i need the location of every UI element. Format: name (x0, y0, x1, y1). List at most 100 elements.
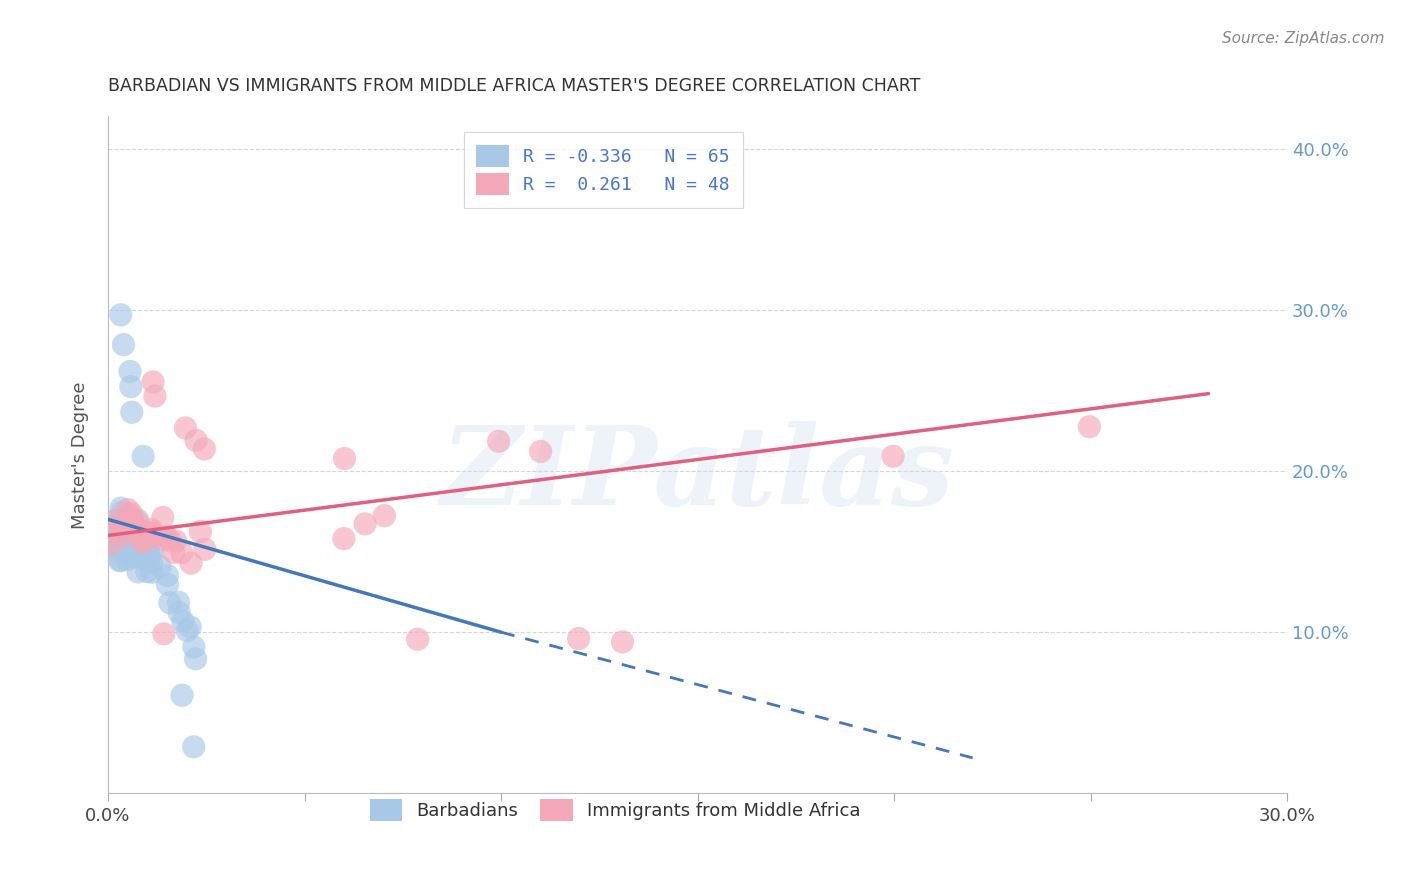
Point (184, 434, 207, 448)
Point (110, 522, 132, 536)
Text: BARBADIAN VS IMMIGRANTS FROM MIDDLE AFRICA MASTER'S DEGREE CORRELATION CHART: BARBADIAN VS IMMIGRANTS FROM MIDDLE AFRI… (108, 78, 921, 95)
Point (112, 337, 135, 351)
Point (112, 522, 135, 536)
Point (129, 538, 152, 552)
Point (122, 537, 145, 551)
Point (127, 515, 149, 529)
Point (135, 542, 157, 557)
Point (127, 513, 149, 527)
Point (135, 534, 157, 549)
Point (124, 528, 146, 542)
Point (141, 555, 163, 569)
Point (172, 615, 194, 629)
Point (98, 538, 121, 552)
Point (167, 595, 190, 609)
Point (121, 517, 143, 532)
Point (138, 550, 160, 565)
Point (121, 550, 143, 565)
Point (152, 510, 174, 524)
Point (139, 548, 162, 562)
Point (406, 632, 429, 647)
Point (141, 544, 163, 558)
Text: Source: ZipAtlas.com: Source: ZipAtlas.com (1222, 31, 1385, 46)
Point (488, 434, 510, 449)
Point (170, 545, 193, 559)
Point (132, 534, 155, 549)
Point (120, 510, 142, 524)
Point (155, 530, 177, 544)
Point (117, 538, 139, 552)
Point (180, 556, 202, 570)
Point (121, 507, 143, 521)
Point (141, 525, 163, 540)
Point (118, 364, 141, 378)
Point (530, 444, 553, 458)
Point (131, 534, 153, 549)
Point (110, 553, 132, 567)
Point (104, 524, 127, 539)
Point (162, 545, 184, 559)
Point (333, 451, 356, 466)
Point (190, 524, 212, 539)
Point (127, 537, 149, 551)
Point (114, 518, 136, 533)
Point (108, 553, 131, 567)
Point (121, 513, 143, 527)
Point (156, 577, 179, 591)
Point (194, 542, 217, 557)
Point (105, 516, 128, 531)
Point (101, 541, 124, 556)
Text: ZIPatlas: ZIPatlas (440, 421, 955, 529)
Point (183, 739, 205, 754)
Point (121, 405, 143, 419)
Point (139, 522, 162, 536)
Point (114, 511, 136, 525)
Point (373, 508, 395, 523)
Point (129, 530, 152, 544)
Point (132, 450, 155, 464)
Point (612, 635, 634, 649)
Point (156, 568, 179, 582)
Point (193, 442, 215, 456)
Point (882, 449, 904, 463)
Point (110, 501, 132, 516)
Point (134, 532, 156, 546)
Point (107, 522, 129, 536)
Point (124, 550, 146, 565)
Point (118, 508, 141, 522)
Point (104, 526, 127, 541)
Point (120, 379, 142, 393)
Point (159, 533, 181, 548)
Point (125, 521, 148, 535)
Point (1078, 419, 1101, 434)
Point (152, 533, 174, 547)
Point (107, 529, 129, 543)
Point (127, 565, 149, 579)
Point (115, 541, 138, 556)
Y-axis label: Master's Degree: Master's Degree (72, 381, 89, 529)
Point (117, 513, 139, 527)
Point (110, 513, 132, 527)
Point (174, 421, 197, 435)
Legend: Barbadians, Immigrants from Middle Africa: Barbadians, Immigrants from Middle Afric… (359, 788, 872, 831)
Point (179, 620, 201, 634)
Point (138, 526, 160, 541)
Point (333, 532, 356, 546)
Point (143, 389, 166, 403)
Point (141, 566, 163, 580)
Point (104, 513, 127, 527)
Point (103, 515, 125, 529)
Point (108, 533, 131, 547)
Point (120, 541, 142, 556)
Point (101, 536, 124, 550)
Point (354, 516, 377, 531)
Point (135, 565, 157, 579)
Point (100, 526, 122, 541)
Point (110, 530, 132, 544)
Point (149, 559, 172, 574)
Point (183, 640, 205, 654)
Point (142, 375, 165, 389)
Point (170, 688, 193, 702)
Point (120, 532, 142, 546)
Point (167, 606, 190, 620)
